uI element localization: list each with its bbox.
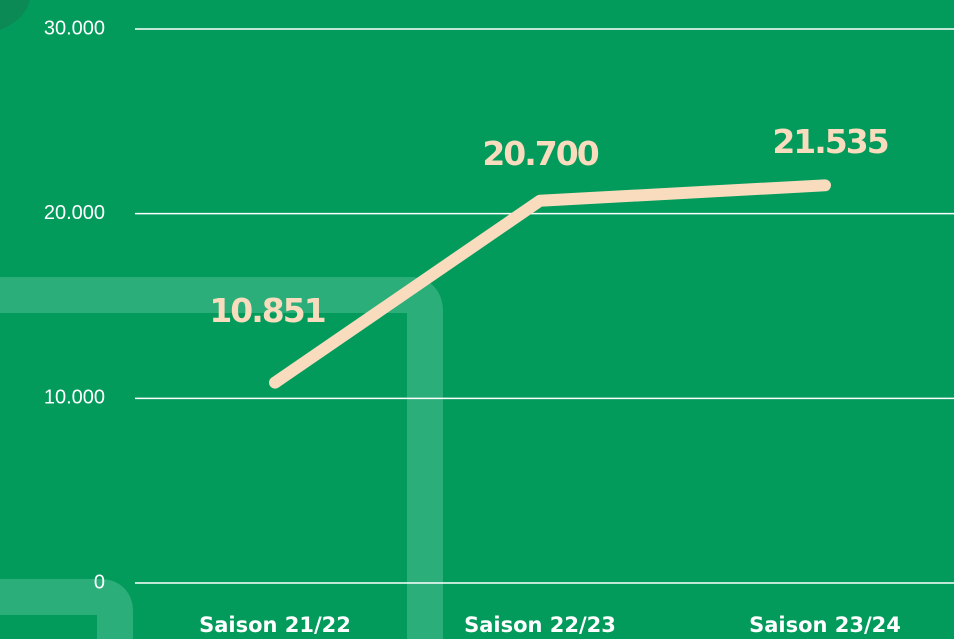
y-tick-label: 30.000 bbox=[44, 17, 105, 39]
x-tick-label: Saison 23/24 bbox=[749, 613, 901, 637]
data-label: 21.535 bbox=[772, 122, 887, 161]
data-label: 20.700 bbox=[482, 134, 598, 173]
decor-corner bbox=[0, 0, 30, 30]
x-tick-label: Saison 21/22 bbox=[199, 613, 351, 637]
y-tick-label: 10.000 bbox=[44, 387, 105, 409]
x-tick-label: Saison 22/23 bbox=[464, 613, 616, 637]
line bbox=[269, 179, 831, 389]
background-decoration bbox=[0, 277, 443, 639]
y-tick-label: 0 bbox=[94, 571, 105, 593]
decor-frame bbox=[0, 579, 133, 639]
data-label: 10.851 bbox=[209, 291, 324, 330]
y-tick-label: 20.000 bbox=[44, 202, 105, 224]
